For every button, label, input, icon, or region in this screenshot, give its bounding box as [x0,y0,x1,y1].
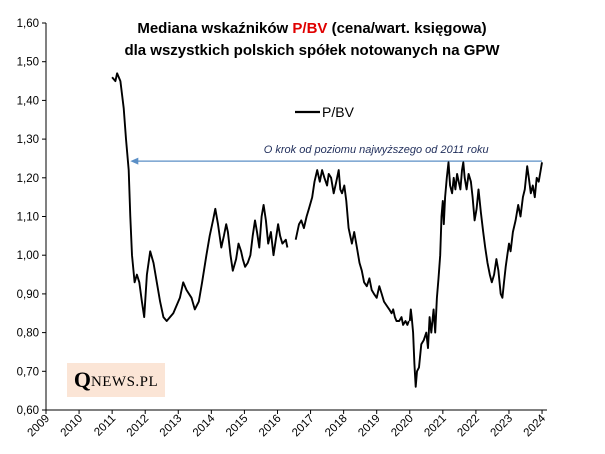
brand-logo-q: Q [73,367,91,392]
y-tick-label: 1,50 [17,57,39,69]
series-line-segment [111,72,289,322]
x-tick-label: 2024 [522,412,549,439]
x-tick-label: 2015 [224,413,251,440]
x-tick-label: 2019 [356,413,383,440]
annotation: O krok od poziomu najwyższego od 2011 ro… [130,144,543,165]
y-tick-label: 1,40 [17,95,39,107]
y-tick-label: 1,30 [17,134,39,146]
x-tick-label: 2013 [158,413,185,440]
y-tick-label: 0,90 [17,289,39,301]
brand-logo-text: NEWS.PL [90,373,159,390]
x-tick-label: 2011 [92,413,118,439]
x-tick-label: 2016 [257,413,284,440]
x-tick-label: 2010 [59,413,86,440]
chart-title-prefix: Mediana wskaźników [137,20,292,37]
y-tick-label: 1,00 [17,250,39,262]
y-tick-label: 0,60 [17,405,39,417]
x-tick-label: 2017 [290,413,317,440]
x-tick-label: 2018 [323,413,350,440]
chart-title-highlight: P/BV [292,20,327,37]
chart-title-line2: dla wszystkich polskich spółek notowanyc… [124,42,500,59]
y-tick-label: 1,60 [17,18,39,30]
chart-title-line1: Mediana wskaźników P/BV (cena/wart. księ… [137,20,486,37]
series-line-segment [294,169,410,326]
y-tick-label: 1,20 [17,173,39,185]
series-plbv [111,72,543,388]
y-tick-label: 0,70 [17,366,39,378]
x-tick-label: 2022 [455,413,482,440]
x-tick-label: 2021 [422,413,449,440]
x-tick-label: 2020 [389,413,416,440]
brand-logo: Q NEWS.PL [67,363,165,397]
chart-title-suffix: (cena/wart. księgowa) [327,20,486,37]
y-tick-label: 0,80 [17,328,39,340]
x-tick-label: 2012 [125,413,152,440]
legend: P/BV [295,104,355,120]
x-tick-label: 2023 [489,413,516,440]
y-tick-label: 1,10 [17,212,39,224]
legend-label: P/BV [322,104,355,120]
annotation-text: O krok od poziomu najwyższego od 2011 ro… [264,144,489,156]
x-tick-label: 2014 [191,412,218,439]
series-line-segment [408,161,543,388]
annotation-arrow-head [130,157,139,165]
